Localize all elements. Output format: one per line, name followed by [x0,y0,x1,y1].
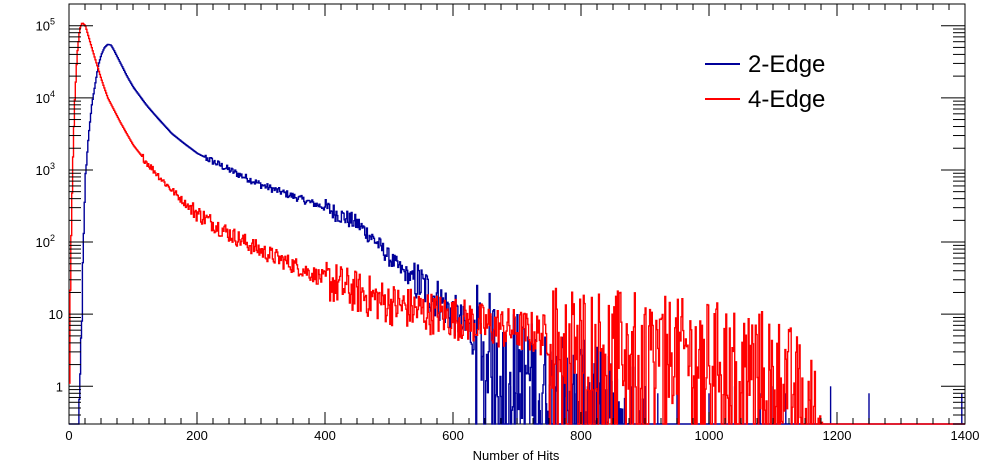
x-tick-label: 200 [186,428,208,443]
x-tick-label: 600 [442,428,464,443]
x-tick-label: 1400 [951,428,980,443]
y-tick-label: 102 [36,233,55,250]
y-tick-label: 104 [36,89,55,106]
y-tick-label: 103 [36,161,55,178]
y-tick-labels: 1 10 102 103 104 105 [36,17,63,395]
x-tick-label: 800 [570,428,592,443]
x-tick-label: 400 [314,428,336,443]
series-line-4-edge [69,22,965,425]
y-tick-label: 10 [49,307,63,322]
plot-frame [68,3,966,425]
x-tick-labels: 0 200 400 600 800 1000 1200 1400 [65,428,979,443]
ticks-layer [68,3,966,425]
y-tick-label: 105 [36,17,55,34]
legend-label-2-edge: 2-Edge [748,51,825,78]
x-tick-label: 1200 [823,428,852,443]
x-tick-label: 0 [65,428,72,443]
legend: 2-Edge 4-Edge [705,51,825,113]
x-tick-label: 1000 [695,428,724,443]
y-tick-label: 1 [56,379,63,394]
x-axis-title: Number of Hits [473,448,560,463]
legend-label-4-edge: 4-Edge [748,86,825,113]
